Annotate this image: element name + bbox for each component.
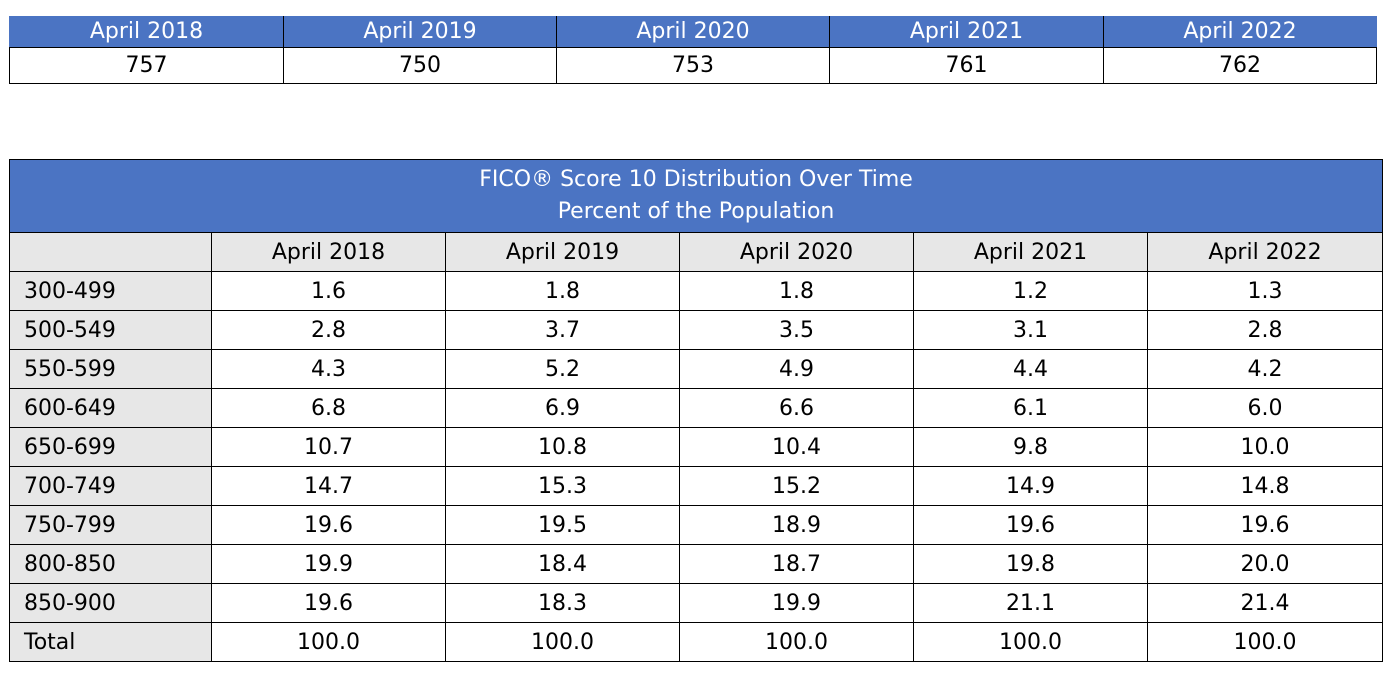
table-row: 650-699 10.7 10.8 10.4 9.8 10.0 <box>9 427 1384 467</box>
percent-cell: 1.3 <box>1146 271 1384 311</box>
distribution-column-header-row: April 2018 April 2019 April 2020 April 2… <box>9 232 1384 272</box>
percent-cell: 3.7 <box>445 310 680 350</box>
score-range-label: 650-699 <box>9 427 212 467</box>
distribution-header-2021: April 2021 <box>913 232 1148 272</box>
percent-cell: 100.0 <box>913 622 1148 662</box>
score-range-label: 300-499 <box>9 271 212 311</box>
percent-cell: 15.2 <box>679 466 914 506</box>
score-range-label: 850-900 <box>9 583 212 623</box>
distribution-title: FICO® Score 10 Distribution Over Time Pe… <box>8 159 1384 233</box>
distribution-title-line2: Percent of the Population <box>557 199 835 224</box>
percent-cell: 6.9 <box>445 388 680 428</box>
percent-cell: 10.4 <box>679 427 914 467</box>
average-score-value-2020: 753 <box>556 47 830 84</box>
percent-cell: 19.8 <box>913 544 1148 584</box>
percent-cell: 6.0 <box>1146 388 1384 428</box>
table-row: 500-549 2.8 3.7 3.5 3.1 2.8 <box>9 310 1384 350</box>
percent-cell: 4.2 <box>1146 349 1384 389</box>
average-score-header-2020: April 2020 <box>556 16 830 48</box>
percent-cell: 14.9 <box>913 466 1148 506</box>
score-range-label: 500-549 <box>9 310 212 350</box>
percent-cell: 10.7 <box>211 427 446 467</box>
percent-cell: 19.9 <box>679 583 914 623</box>
percent-cell: 4.4 <box>913 349 1148 389</box>
distribution-title-row: FICO® Score 10 Distribution Over Time Pe… <box>8 159 1384 233</box>
score-range-label: Total <box>9 622 212 662</box>
percent-cell: 3.5 <box>679 310 914 350</box>
percent-cell: 1.2 <box>913 271 1148 311</box>
table-row: Total 100.0 100.0 100.0 100.0 100.0 <box>9 622 1384 662</box>
score-range-label: 800-850 <box>9 544 212 584</box>
percent-cell: 18.7 <box>679 544 914 584</box>
average-score-header-2022: April 2022 <box>1103 16 1377 48</box>
average-score-value-2022: 762 <box>1103 47 1377 84</box>
percent-cell: 14.7 <box>211 466 446 506</box>
distribution-body: 300-499 1.6 1.8 1.8 1.2 1.3 500-549 2.8 3.7 3.5 3.… <box>9 271 1384 662</box>
average-score-header-row: April 2018 April 2019 April 2020 April 2… <box>9 16 1377 48</box>
distribution-title-line1: FICO® Score 10 Distribution Over Time <box>479 167 913 192</box>
percent-cell: 1.8 <box>445 271 680 311</box>
table-row: 850-900 19.6 18.3 19.9 21.1 21.4 <box>9 583 1384 623</box>
average-score-value-2021: 761 <box>829 47 1104 84</box>
score-range-label: 600-649 <box>9 388 212 428</box>
percent-cell: 19.9 <box>211 544 446 584</box>
percent-cell: 6.8 <box>211 388 446 428</box>
average-score-header-2019: April 2019 <box>283 16 557 48</box>
score-distribution-table: FICO® Score 10 Distribution Over Time Pe… <box>8 159 1384 662</box>
percent-cell: 19.6 <box>1146 505 1384 545</box>
score-range-label: 550-599 <box>9 349 212 389</box>
percent-cell: 19.6 <box>913 505 1148 545</box>
percent-cell: 2.8 <box>1146 310 1384 350</box>
average-score-value-row: 757 750 753 761 762 <box>9 47 1377 84</box>
percent-cell: 6.6 <box>679 388 914 428</box>
percent-cell: 19.6 <box>211 505 446 545</box>
percent-cell: 4.9 <box>679 349 914 389</box>
average-score-header-2021: April 2021 <box>829 16 1104 48</box>
percent-cell: 100.0 <box>211 622 446 662</box>
table-row: 600-649 6.8 6.9 6.6 6.1 6.0 <box>9 388 1384 428</box>
distribution-header-2022: April 2022 <box>1146 232 1384 272</box>
table-row: 750-799 19.6 19.5 18.9 19.6 19.6 <box>9 505 1384 545</box>
average-score-header-2018: April 2018 <box>9 16 284 48</box>
table-row: 300-499 1.6 1.8 1.8 1.2 1.3 <box>9 271 1384 311</box>
percent-cell: 1.6 <box>211 271 446 311</box>
distribution-header-blank <box>9 232 212 272</box>
percent-cell: 21.1 <box>913 583 1148 623</box>
percent-cell: 18.4 <box>445 544 680 584</box>
percent-cell: 2.8 <box>211 310 446 350</box>
percent-cell: 10.8 <box>445 427 680 467</box>
average-score-value-2019: 750 <box>283 47 557 84</box>
percent-cell: 100.0 <box>679 622 914 662</box>
percent-cell: 20.0 <box>1146 544 1384 584</box>
average-score-value-2018: 757 <box>9 47 284 84</box>
score-range-label: 750-799 <box>9 505 212 545</box>
percent-cell: 21.4 <box>1146 583 1384 623</box>
percent-cell: 10.0 <box>1146 427 1384 467</box>
percent-cell: 1.8 <box>679 271 914 311</box>
percent-cell: 3.1 <box>913 310 1148 350</box>
percent-cell: 14.8 <box>1146 466 1384 506</box>
table-row: 550-599 4.3 5.2 4.9 4.4 4.2 <box>9 349 1384 389</box>
percent-cell: 6.1 <box>913 388 1148 428</box>
distribution-header-2018: April 2018 <box>211 232 446 272</box>
percent-cell: 100.0 <box>1146 622 1384 662</box>
table-row: 700-749 14.7 15.3 15.2 14.9 14.8 <box>9 466 1384 506</box>
percent-cell: 9.8 <box>913 427 1148 467</box>
percent-cell: 19.5 <box>445 505 680 545</box>
percent-cell: 19.6 <box>211 583 446 623</box>
table-row: 800-850 19.9 18.4 18.7 19.8 20.0 <box>9 544 1384 584</box>
percent-cell: 4.3 <box>211 349 446 389</box>
percent-cell: 18.3 <box>445 583 680 623</box>
percent-cell: 100.0 <box>445 622 680 662</box>
percent-cell: 18.9 <box>679 505 914 545</box>
distribution-header-2019: April 2019 <box>445 232 680 272</box>
percent-cell: 15.3 <box>445 466 680 506</box>
distribution-header-2020: April 2020 <box>679 232 914 272</box>
average-score-table: April 2018 April 2019 April 2020 April 2… <box>9 16 1377 84</box>
score-range-label: 700-749 <box>9 466 212 506</box>
percent-cell: 5.2 <box>445 349 680 389</box>
